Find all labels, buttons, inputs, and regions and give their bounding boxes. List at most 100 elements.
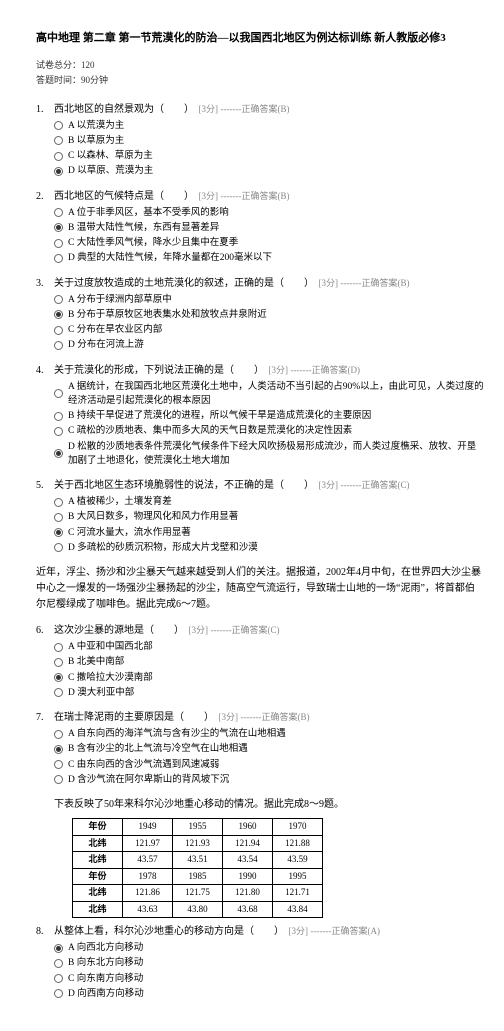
q5-opt-a-radio[interactable]: [54, 498, 63, 507]
q7-opt-b-radio[interactable]: [54, 745, 63, 754]
q6-opt-c: C 撒哈拉大沙漠南部: [68, 671, 153, 685]
q2-opt-d-radio[interactable]: [54, 254, 63, 263]
q8-opt-b-radio[interactable]: [54, 959, 63, 968]
q6-opt-b-radio[interactable]: [54, 658, 63, 667]
cell: 1990: [223, 868, 273, 885]
q8-opt-d: D 向西南方向移动: [68, 987, 144, 1001]
q6-opt-a: A 中亚和中国西北部: [68, 640, 153, 654]
q1-opt-a: A 以荒漠为主: [68, 119, 124, 133]
cell: 121.86: [123, 885, 173, 902]
q4-num: 4.: [36, 363, 54, 378]
q8-opt-a-radio[interactable]: [54, 944, 63, 953]
q6-opt-b: B 北美中南部: [68, 655, 124, 669]
q7-opt-b: B 含有沙尘的北上气流与冷空气在山地相遇: [68, 742, 248, 756]
q2-opt-a: A 位于非季风区，基本不受季风的影响: [68, 206, 229, 220]
q7-opt-d-radio[interactable]: [54, 775, 63, 784]
q8-stem: 从整体上看，科尔沁沙地重心的移动方向是（ ） [3分] -------正确答案(…: [54, 924, 380, 939]
q3-opt-d: D 分布在河流上游: [68, 338, 144, 352]
cell: 43.59: [273, 852, 323, 869]
q4-stem: 关于荒漠化的形成，下列说法正确的是（ ） [3分] -------正确答案(D): [54, 363, 360, 378]
question-3: 3. 关于过度放牧造成的土地荒漠化的叙述，正确的是（ ） [3分] ------…: [36, 276, 484, 353]
q3-opt-b-radio[interactable]: [54, 310, 63, 319]
cell: 1985: [173, 868, 223, 885]
cell: 121.97: [123, 835, 173, 852]
q4-opt-a-radio[interactable]: [54, 389, 63, 398]
cell: 北纬: [73, 835, 123, 852]
cell: 43.84: [273, 901, 323, 918]
cell: 1978: [123, 868, 173, 885]
q2-opt-c: C 大陆性季风气候，降水少且集中在夏季: [68, 236, 238, 250]
q2-opt-b: B 温带大陆性气候，东西有显著差异: [68, 221, 219, 235]
q7-stem: 在瑞士降泥雨的主要原因是（ ） [3分] -------正确答案(B): [54, 710, 309, 725]
q2-opt-d: D 典型的大陆性气候，年降水量都在200毫米以下: [68, 251, 272, 265]
q2-opt-a-radio[interactable]: [54, 208, 63, 217]
q1-stem: 西北地区的自然景观为（ ） [3分] -------正确答案(B): [54, 102, 289, 117]
q4-opt-d-radio[interactable]: [54, 449, 63, 458]
time-limit: 答题时间：90分钟: [36, 74, 484, 88]
question-7: 7. 在瑞士降泥雨的主要原因是（ ） [3分] -------正确答案(B) A…: [36, 710, 484, 787]
cell: 年份: [73, 868, 123, 885]
q4-opt-b-radio[interactable]: [54, 412, 63, 421]
question-2: 2. 西北地区的气候特点是（ ） [3分] -------正确答案(B) A 位…: [36, 189, 484, 266]
cell: 121.71: [273, 885, 323, 902]
q7-opt-d: D 含沙气流在阿尔卑斯山的背风坡下沉: [68, 773, 229, 787]
q1-opt-b-radio[interactable]: [54, 136, 63, 145]
q1-opt-a-radio[interactable]: [54, 121, 63, 130]
q4-opt-c: C 疏松的沙质地表、集中而多大风的天气日数是荒漠化的决定性因素: [68, 424, 352, 438]
cell: 北纬: [73, 901, 123, 918]
page-title: 高中地理 第二章 第一节荒漠化的防治—以我国西北地区为例达标训练 新人教版必修3: [36, 30, 484, 47]
cell: 121.88: [273, 835, 323, 852]
q5-stem: 关于西北地区生态环境脆弱性的说法，不正确的是（ ） [3分] -------正确…: [54, 478, 409, 493]
q8-opt-a: A 向西北方向移动: [68, 941, 143, 955]
cell: 43.51: [173, 852, 223, 869]
q1-opt-d-radio[interactable]: [54, 167, 63, 176]
q4-opt-d: D 松散的沙质地表条件荒漠化气候条件下经大风吹扬极易形成流沙，而人类过度樵采、放…: [68, 440, 484, 469]
q5-opt-b-radio[interactable]: [54, 513, 63, 522]
q5-opt-b: B 大风日数多，物理风化和风力作用显著: [68, 510, 238, 524]
q5-opt-c: C 河流水量大，流水作用显著: [68, 526, 191, 540]
q8-opt-d-radio[interactable]: [54, 989, 63, 998]
q3-opt-b: B 分布于草原牧区地表集水处和放牧点井泉附近: [68, 308, 267, 322]
q3-num: 3.: [36, 276, 54, 291]
q3-opt-d-radio[interactable]: [54, 341, 63, 350]
total-score: 试卷总分：120: [36, 59, 484, 73]
q1-opt-b: B 以草原为主: [68, 134, 124, 148]
q3-opt-c-radio[interactable]: [54, 326, 63, 335]
cell: 43.63: [123, 901, 173, 918]
q2-opt-b-radio[interactable]: [54, 223, 63, 232]
q6-opt-d-radio[interactable]: [54, 688, 63, 697]
q6-num: 6.: [36, 623, 54, 638]
cell: 北纬: [73, 885, 123, 902]
q6-opt-a-radio[interactable]: [54, 643, 63, 652]
q5-opt-a: A 植被稀少，土壤发育差: [68, 495, 172, 509]
cell: 1995: [273, 868, 323, 885]
q5-opt-d-radio[interactable]: [54, 543, 63, 552]
q6-opt-c-radio[interactable]: [54, 673, 63, 682]
q4-opt-c-radio[interactable]: [54, 427, 63, 436]
q8-opt-c-radio[interactable]: [54, 974, 63, 983]
cell: 1949: [123, 819, 173, 836]
q8-num: 8.: [36, 924, 54, 939]
q2-stem: 西北地区的气候特点是（ ） [3分] -------正确答案(B): [54, 189, 289, 204]
q1-opt-c-radio[interactable]: [54, 152, 63, 161]
cell: 1960: [223, 819, 273, 836]
q1-opt-d: D 以草原、荒漠为主: [68, 164, 153, 178]
cell: 北纬: [73, 852, 123, 869]
q7-num: 7.: [36, 710, 54, 725]
question-8: 8. 从整体上看，科尔沁沙地重心的移动方向是（ ） [3分] -------正确…: [36, 924, 484, 1001]
question-4: 4. 关于荒漠化的形成，下列说法正确的是（ ） [3分] -------正确答案…: [36, 363, 484, 469]
q2-opt-c-radio[interactable]: [54, 239, 63, 248]
q7-opt-c-radio[interactable]: [54, 760, 63, 769]
cell: 121.94: [223, 835, 273, 852]
q7-opt-a-radio[interactable]: [54, 730, 63, 739]
q5-opt-c-radio[interactable]: [54, 528, 63, 537]
q5-num: 5.: [36, 478, 54, 493]
cell: 121.80: [223, 885, 273, 902]
cell: 43.57: [123, 852, 173, 869]
q2-num: 2.: [36, 189, 54, 204]
q7-opt-a: A 自东向西的海洋气流与含有沙尘的气流在山地相遇: [68, 727, 286, 741]
q3-opt-a-radio[interactable]: [54, 295, 63, 304]
q4-opt-a: A 据统计，在我国西北地区荒漠化土地中，人类活动不当引起的占90%以上，由此可见…: [68, 380, 484, 409]
table-intro: 下表反映了50年来科尔沁沙地重心移动的情况。据此完成8～9题。: [54, 797, 484, 812]
data-table: 年份 1949 1955 1960 1970 北纬 121.97 121.93 …: [72, 818, 323, 918]
